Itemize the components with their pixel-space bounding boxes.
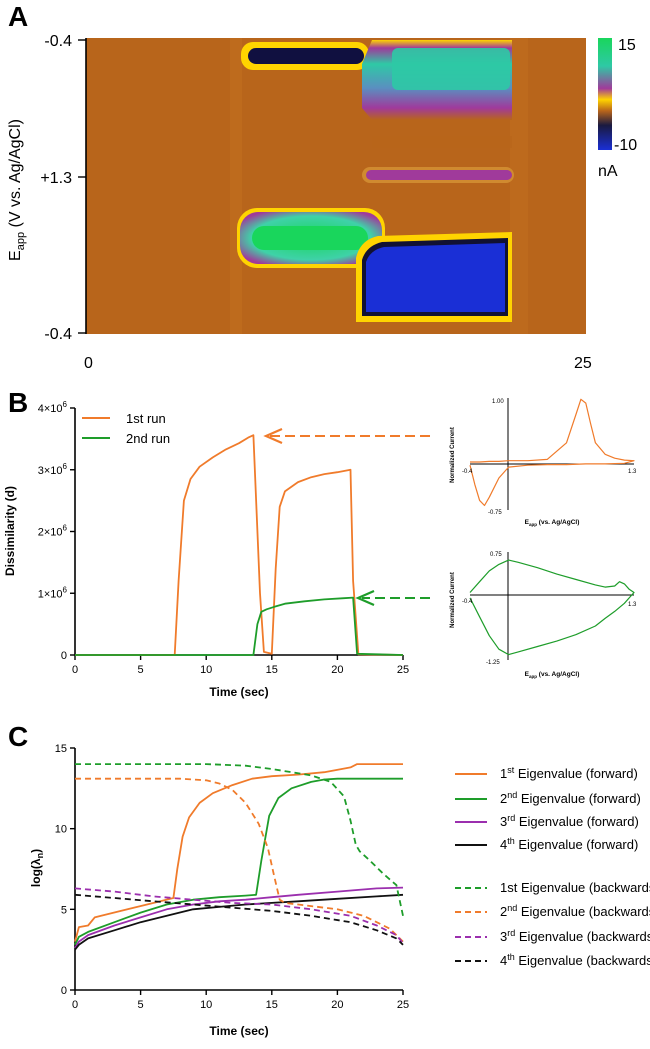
heatmap-y-axis-label: Eapp (V vs. Ag/AgCl) — [7, 119, 27, 261]
heatmap-feature-blue-block — [366, 243, 505, 312]
inset1-x-axis-label: Eapp (vs. Ag/AgCl) — [525, 519, 580, 527]
dissimilarity-plot: 0 5 10 15 20 25 0 1×106 2×106 3×106 4×106 Time (se… — [3, 400, 430, 699]
heatmap-vertical-edge — [230, 38, 242, 334]
heatmap-feature-teal-core — [392, 48, 510, 90]
eigenvalue-x-axis-label: Time (sec) — [209, 1024, 268, 1038]
inset2-ymin-label: -1.25 — [486, 660, 500, 666]
eigenvalue-series-6 — [75, 777, 404, 943]
legend-label-eigenvalue-5: 1st Eigenvalue (backwards) — [500, 880, 650, 895]
dissimilarity-x-tick-label: 10 — [200, 664, 212, 676]
inset-voltammogram-2nd-run: 0.75 -1.25 -0.4 1.3 Normalized Current E… — [450, 552, 637, 679]
eigenvalue-y-tick-label: 15 — [55, 743, 67, 755]
heatmap-vertical-edge-right — [510, 38, 528, 334]
colorbar-min-label: -10 — [614, 137, 637, 154]
eigenvalue-x-tick-label: 10 — [200, 999, 212, 1011]
heatmap-feature-streak — [248, 48, 364, 64]
inset1-xmin-label: -0.4 — [462, 469, 473, 475]
eigenvalue-x-tick-label: 5 — [138, 999, 144, 1011]
legend-label-eigenvalue-6: 2nd Eigenvalue (backwards) — [500, 903, 650, 919]
inset1-lines-trace — [469, 398, 635, 507]
heatmap-y-tick-label: -0.4 — [44, 33, 72, 50]
inset2-xmin-label: -0.4 — [462, 599, 473, 605]
legend-label-eigenvalue-2: 2nd Eigenvalue (forward) — [500, 790, 641, 806]
eigenvalue-x-tick-label: 0 — [72, 999, 78, 1011]
eigenvalue-series-2 — [74, 777, 403, 946]
inset2-y-axis-label: Normalized Current — [450, 572, 456, 628]
panel-a-label: A — [8, 1, 28, 32]
panel-b-label: B — [8, 387, 28, 418]
colorbar-gradient — [598, 38, 612, 150]
dissimilarity-series-1 — [75, 434, 404, 656]
dissimilarity-y-tick-label: 2×106 — [38, 524, 68, 539]
panel-c-label: C — [8, 721, 28, 752]
eigenvalue-series-7 — [74, 887, 404, 944]
eigenvalue-x-tick-label: 15 — [266, 999, 278, 1011]
legend-label-eigenvalue-8: 4th Eigenvalue (backwards) — [500, 952, 650, 968]
legend-label-2nd-run: 2nd run — [126, 431, 170, 446]
legend-label-eigenvalue-1: 1st Eigenvalue (forward) — [500, 765, 638, 781]
eigenvalue-y-tick-label: 0 — [61, 985, 67, 997]
dissimilarity-y-tick-label: 1×106 — [38, 585, 68, 600]
heatmap-feature-thin-band — [366, 170, 512, 180]
inset2-lines-trace — [469, 559, 635, 656]
colorbar: 15 -10 nA — [598, 37, 637, 180]
colorbar-unit-label: nA — [598, 163, 618, 180]
legend-label-eigenvalue-4: 4th Eigenvalue (forward) — [500, 836, 638, 852]
eigenvalue-series-4 — [74, 893, 404, 951]
heatmap-feature-teal-fade — [372, 136, 512, 148]
arrowhead-1st-run — [263, 427, 283, 445]
dissimilarity-y-tick-label: 3×106 — [38, 462, 68, 477]
heatmap-axes: -0.4 +1.3 -0.4 0 25 Eapp (V vs. Ag/AgCl) — [7, 33, 592, 372]
inset2-x-axis-label: Eapp (vs. Ag/AgCl) — [525, 671, 580, 679]
eigenvalue-plot: 0 5 10 15 20 25 0 5 10 15 Time (sec) log(λn) — [29, 743, 409, 1038]
legend-label-1st-run: 1st run — [126, 411, 166, 426]
eigenvalue-series-5 — [75, 763, 404, 916]
eigenvalue-y-axis-label: log(λn) — [29, 849, 45, 887]
heatmap-y-tick-label: +1.3 — [40, 170, 72, 187]
dissimilarity-y-axis-label: Dissimilarity (d) — [3, 486, 17, 576]
dissimilarity-x-tick-label: 15 — [266, 664, 278, 676]
eigenvalue-series-1 — [74, 763, 403, 942]
dissimilarity-x-tick-label: 20 — [331, 664, 343, 676]
inset2-xmax-label: 1.3 — [628, 602, 637, 608]
colorbar-max-label: 15 — [618, 37, 636, 54]
inset1-ymax-label: 1.00 — [492, 399, 504, 405]
dissimilarity-x-tick-label: 25 — [397, 664, 409, 676]
eigenvalue-x-tick-label: 20 — [331, 999, 343, 1011]
dissimilarity-x-tick-label: 0 — [72, 664, 78, 676]
inset1-y-axis-label: Normalized Current — [450, 427, 456, 483]
eigenvalue-x-tick-label: 25 — [397, 999, 409, 1011]
dissimilarity-y-tick-label: 4×106 — [38, 400, 68, 415]
eigenvalue-series-8 — [74, 893, 404, 946]
arrowhead-2nd-run — [355, 589, 375, 607]
dissimilarity-x-axis-label: Time (sec) — [209, 685, 268, 699]
inset1-xmax-label: 1.3 — [628, 469, 637, 475]
heatmap — [86, 38, 586, 334]
legend-label-eigenvalue-7: 3rd Eigenvalue (backwards) — [500, 928, 650, 944]
heatmap-x-tick-label: 25 — [574, 355, 592, 372]
dissimilarity-x-tick-label: 5 — [138, 664, 144, 676]
heatmap-feature-green-core — [252, 226, 368, 250]
dissimilarity-legend: 1st run 2nd run — [82, 411, 170, 446]
eigenvalue-y-tick-label: 5 — [61, 904, 67, 916]
inset2-ymax-label: 0.75 — [490, 552, 502, 558]
heatmap-x-tick-label: 0 — [84, 355, 93, 372]
dissimilarity-series-2 — [75, 596, 404, 656]
inset1-ymin-label: -0.75 — [488, 510, 502, 516]
heatmap-y-tick-label: -0.4 — [44, 326, 72, 343]
legend-label-eigenvalue-3: 3rd Eigenvalue (forward) — [500, 813, 639, 829]
arrows — [263, 427, 430, 607]
eigenvalue-y-tick-label: 10 — [55, 824, 67, 836]
inset-voltammogram-1st-run: 1.00 -0.75 -0.4 1.3 Normalized Current E… — [450, 398, 637, 527]
eigenvalue-series-3 — [74, 886, 404, 949]
dissimilarity-y-tick-label: 0 — [61, 650, 67, 662]
eigenvalue-legend: 1st Eigenvalue (forward) 2nd Eigenvalue (… — [455, 765, 650, 968]
